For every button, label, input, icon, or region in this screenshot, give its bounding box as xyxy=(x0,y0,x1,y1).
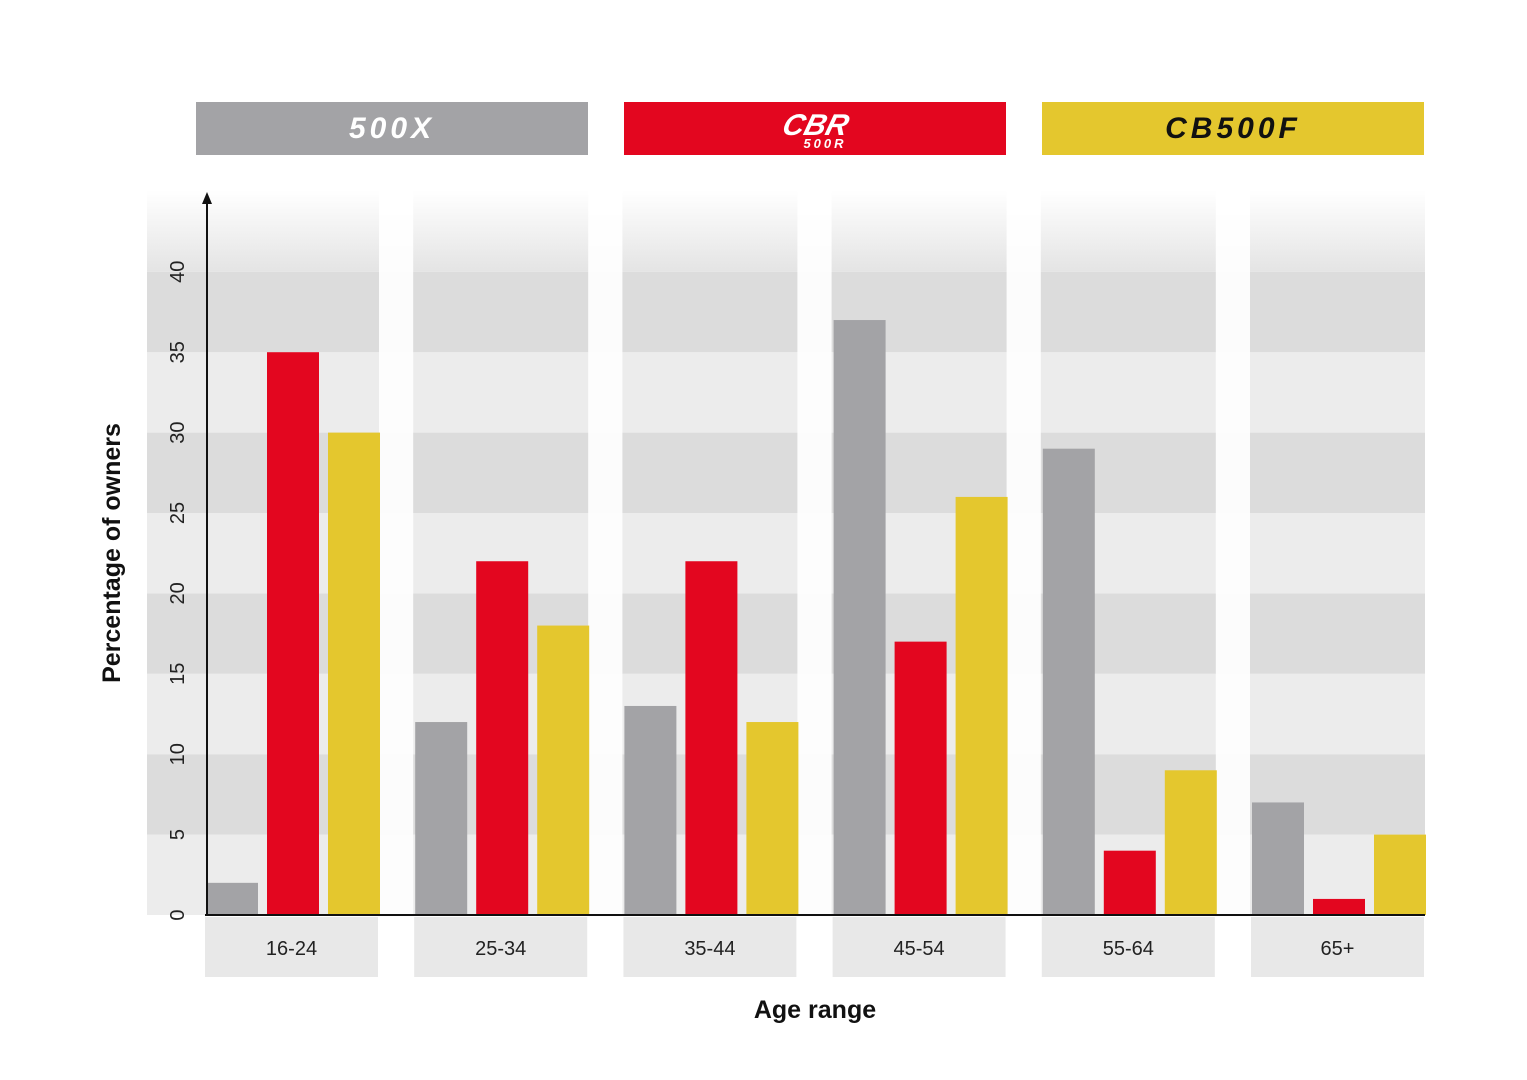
bar xyxy=(955,496,1008,915)
bar xyxy=(328,432,380,915)
group-gap xyxy=(1006,190,1041,915)
category-label-background xyxy=(205,917,378,977)
bar xyxy=(415,722,468,915)
category-label-background xyxy=(832,917,1006,977)
x-axis-title: Age range xyxy=(754,996,876,1024)
x-tick-label: 25-34 xyxy=(475,938,526,960)
legend-swatch xyxy=(1042,102,1424,155)
y-tick-label: 20 xyxy=(167,582,189,604)
legend-swatch xyxy=(196,102,588,155)
group-gap xyxy=(379,190,414,915)
bar xyxy=(1103,850,1156,915)
grid-band-top xyxy=(147,190,1425,272)
bar xyxy=(746,722,799,915)
axes xyxy=(202,192,1425,916)
legend-swatch xyxy=(624,102,1006,155)
y-tick-label: 0 xyxy=(167,909,189,920)
y-tick-labels: 0 5 10 15 20 25 30 35 40 xyxy=(167,261,189,921)
y-tick-label: 10 xyxy=(167,743,189,765)
category-label-background xyxy=(414,917,588,977)
bars xyxy=(206,320,1426,915)
category-label-background xyxy=(1041,917,1215,977)
x-tick-label: 65+ xyxy=(1321,938,1355,960)
category-label-background xyxy=(623,917,797,977)
x-tick-label: 16-24 xyxy=(266,938,317,960)
bar xyxy=(1042,448,1095,915)
x-tick-label: 55-64 xyxy=(1103,938,1154,960)
y-tick-label: 35 xyxy=(167,341,189,363)
bar xyxy=(1252,802,1304,915)
bar xyxy=(537,625,590,915)
bar xyxy=(833,320,886,915)
bar xyxy=(267,352,319,915)
legend-label: 500X xyxy=(349,112,435,145)
bar xyxy=(1164,770,1217,915)
bar xyxy=(1313,898,1365,915)
y-axis-arrow-icon xyxy=(202,192,212,204)
group-gap xyxy=(797,190,832,915)
bar xyxy=(206,882,258,915)
bar xyxy=(1374,834,1426,915)
grid-band xyxy=(147,271,1425,353)
legend-sublabel: 500R xyxy=(803,136,846,151)
y-tick-label: 15 xyxy=(167,663,189,685)
group-gap xyxy=(1215,190,1250,915)
y-tick-label: 40 xyxy=(167,261,189,283)
x-tick-label: 45-54 xyxy=(894,938,945,960)
y-tick-label: 30 xyxy=(167,421,189,443)
bar xyxy=(685,561,738,915)
legend-label: CBR xyxy=(779,108,853,141)
legend-label: CB500F xyxy=(1165,112,1301,145)
y-tick-label: 5 xyxy=(167,829,189,840)
grid-band xyxy=(147,352,1425,433)
group-gap xyxy=(588,190,623,915)
x-category-labels: 16-24 25-34 35-44 45-54 55-64 65+ xyxy=(266,938,1355,960)
bar xyxy=(624,705,677,915)
x-tick-label: 35-44 xyxy=(684,938,735,960)
category-backgrounds xyxy=(205,190,1424,977)
bar xyxy=(894,641,947,915)
bar xyxy=(476,561,529,915)
category-label-background xyxy=(1251,917,1424,977)
y-axis-title: Percentage of owners xyxy=(98,423,126,683)
y-tick-label: 25 xyxy=(167,502,189,524)
